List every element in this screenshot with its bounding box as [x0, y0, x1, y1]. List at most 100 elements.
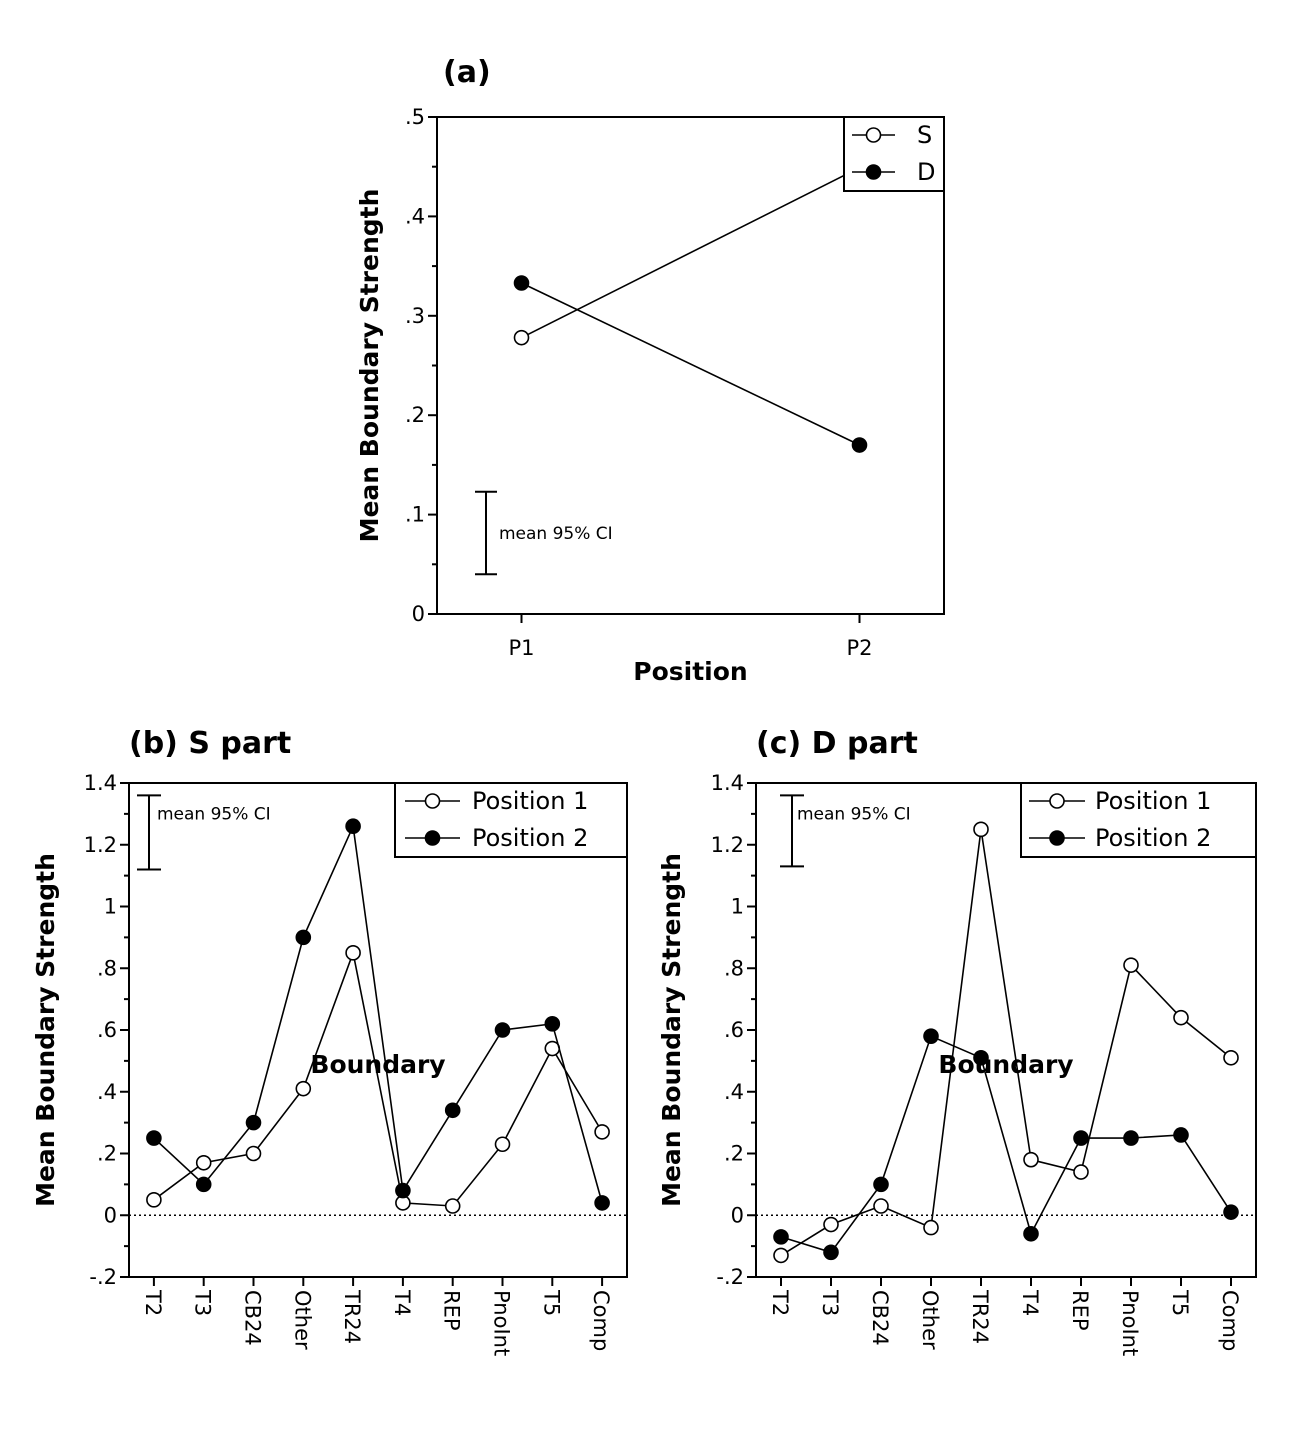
data-point-position-1 — [1023, 1151, 1039, 1168]
y-tick-label: 1.4 — [711, 771, 744, 795]
x-tick-label: CB24 — [241, 1290, 265, 1346]
y-tick-label: .1 — [405, 503, 425, 527]
x-tick-label: T2 — [768, 1289, 792, 1316]
x-axis-title: Boundary — [938, 1050, 1073, 1079]
x-tick-label: Other — [918, 1290, 942, 1350]
data-point-position-2 — [195, 1176, 212, 1193]
legend-label: S — [917, 121, 932, 149]
x-tick-label: TR24 — [340, 1289, 364, 1344]
legend-marker — [424, 830, 441, 846]
data-point-position-2 — [444, 1102, 461, 1119]
legend-label: Position 1 — [472, 787, 588, 815]
y-tick-label: .6 — [724, 1018, 744, 1042]
series-line-d — [521, 282, 860, 446]
x-tick-label: REP — [440, 1290, 464, 1331]
data-point-position-1 — [146, 1192, 162, 1208]
data-point-position-2 — [395, 1182, 411, 1199]
data-point-position-1 — [345, 945, 361, 961]
data-point-position-2 — [923, 1028, 939, 1044]
x-tick-label: T4 — [390, 1289, 414, 1316]
y-axis-title: Mean Boundary Strength — [355, 189, 384, 543]
y-tick-label: .8 — [724, 956, 744, 980]
x-tick-label: T3 — [818, 1289, 842, 1316]
data-point-position-1 — [1123, 957, 1139, 973]
y-tick-label: 1.2 — [84, 833, 117, 857]
data-point-position-2 — [1023, 1225, 1039, 1242]
ci-label: mean 95% CI — [157, 804, 271, 824]
legend-marker — [865, 127, 882, 143]
x-tick-label: PnoInt — [1118, 1290, 1142, 1356]
data-point-position-2 — [295, 929, 312, 946]
series-line-s — [521, 166, 860, 339]
y-tick-label: 1 — [104, 895, 117, 919]
data-point-position-2 — [494, 1022, 511, 1038]
data-point-position-1 — [494, 1136, 511, 1153]
y-tick-label: .6 — [97, 1018, 117, 1042]
data-point-d — [513, 275, 530, 291]
y-tick-label: 0 — [731, 1203, 744, 1227]
y-tick-label: 1.2 — [711, 833, 744, 857]
data-point-position-2 — [345, 818, 361, 835]
data-point-position-2 — [1223, 1204, 1239, 1220]
y-tick-label: 1.4 — [84, 771, 117, 795]
data-point-position-1 — [1223, 1049, 1239, 1066]
x-tick-label: T5 — [539, 1289, 563, 1316]
legend-box — [843, 116, 945, 192]
legend-label: D — [917, 158, 935, 186]
data-point-position-2 — [594, 1195, 610, 1211]
x-tick-label: T5 — [1168, 1289, 1192, 1316]
data-point-position-1 — [295, 1080, 312, 1097]
legend-marker — [424, 793, 441, 809]
y-axis-title: Mean Boundary Strength — [657, 853, 686, 1207]
panel-title: (b) S part — [129, 726, 291, 761]
data-point-position-2 — [146, 1130, 162, 1146]
x-tick-label: Comp — [589, 1290, 613, 1351]
x-tick-label: P1 — [508, 636, 534, 660]
y-tick-label: -.2 — [716, 1265, 744, 1289]
chart-panel-b: (b) S part -.2 0 .2 .4 .6 .8 1 1.2 1.4 T2 T3 CB24 Oth… — [31, 726, 628, 1356]
y-tick-label: 0 — [104, 1203, 117, 1227]
data-point-position-2 — [823, 1244, 839, 1261]
legend-marker — [1049, 793, 1065, 809]
data-point-position-2 — [1073, 1130, 1089, 1146]
data-point-position-2 — [973, 1049, 989, 1066]
y-tick-label: .2 — [97, 1142, 117, 1166]
y-tick-label: .4 — [724, 1080, 744, 1104]
series-line-position-2 — [153, 823, 603, 1204]
legend-label: Position 1 — [1095, 787, 1211, 815]
x-tick-label: P2 — [846, 636, 872, 660]
data-point-position-2 — [873, 1176, 889, 1193]
x-tick-label: Other — [290, 1290, 314, 1350]
ci-label: mean 95% CI — [499, 524, 613, 544]
legend-marker — [865, 164, 882, 180]
data-point-position-1 — [923, 1219, 939, 1236]
data-point-position-1 — [873, 1198, 889, 1214]
x-tick-label: T4 — [1018, 1289, 1042, 1316]
y-tick-label: 1 — [731, 895, 744, 919]
data-point-position-1 — [973, 821, 989, 838]
data-point-position-1 — [1073, 1164, 1089, 1180]
chart-panel-c: (c) D part -.2 0 .2 .4 .6 .8 1 1.2 1.4 T2 T3 CB24 Oth… — [657, 726, 1257, 1356]
x-tick-label: PnoInt — [490, 1290, 514, 1356]
data-point-position-2 — [773, 1229, 789, 1245]
x-tick-label: T2 — [141, 1289, 165, 1316]
series-line-position-1 — [780, 829, 1232, 1257]
y-tick-label: .2 — [405, 403, 425, 427]
data-point-position-2 — [544, 1016, 561, 1032]
data-point-position-1 — [773, 1247, 789, 1264]
legend-label: Position 2 — [472, 824, 588, 852]
ci-label: mean 95% CI — [797, 804, 911, 824]
data-point-position-2 — [245, 1114, 262, 1131]
data-point-position-1 — [245, 1145, 262, 1162]
y-tick-label: .5 — [405, 105, 425, 129]
x-tick-label: TR24 — [968, 1289, 992, 1344]
y-tick-label: .3 — [405, 304, 425, 328]
y-tick-label: -.2 — [89, 1265, 117, 1289]
x-axis-title: Position — [633, 657, 747, 686]
data-point-position-1 — [1173, 1009, 1189, 1026]
x-tick-label: REP — [1068, 1290, 1092, 1331]
y-tick-label: .8 — [97, 956, 117, 980]
y-tick-label: .4 — [405, 204, 425, 228]
data-point-position-1 — [444, 1198, 461, 1214]
